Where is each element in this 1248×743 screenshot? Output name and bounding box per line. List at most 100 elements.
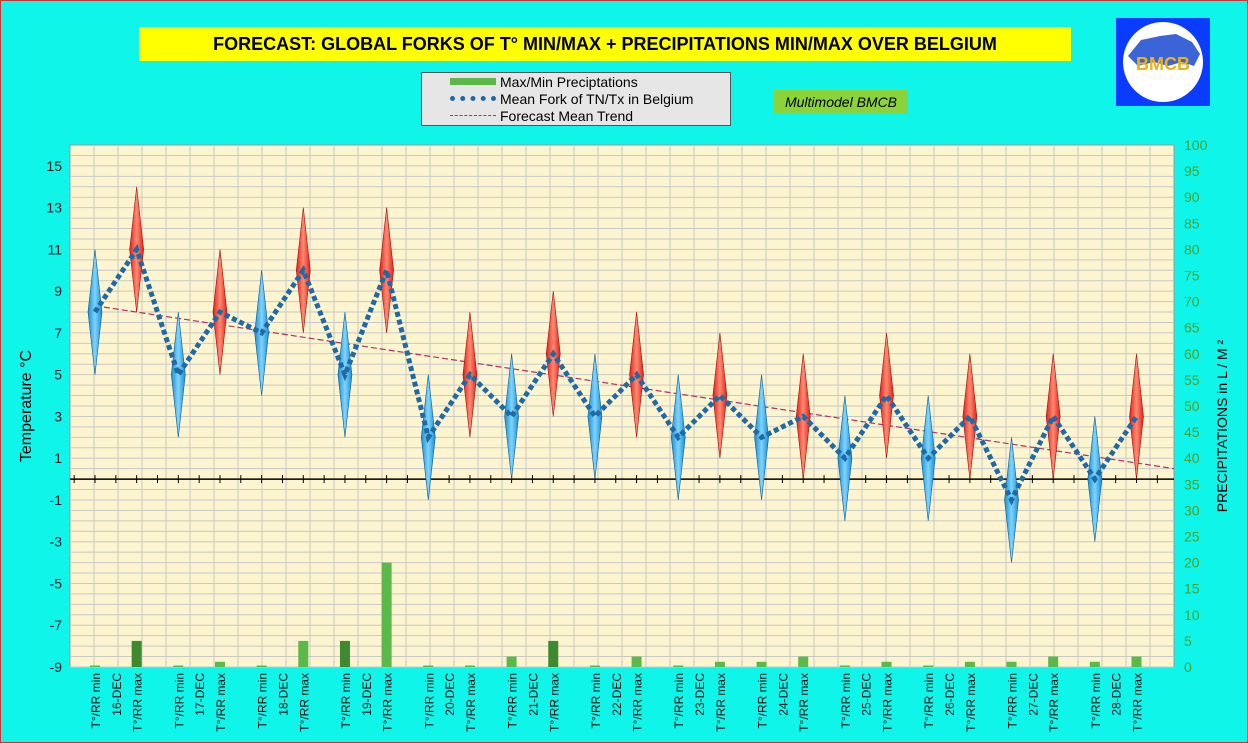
y2-tick-label: 45 (1184, 424, 1200, 440)
y-tick-label: 7 (54, 325, 62, 341)
x-category-label: T°/RR max (964, 673, 978, 732)
y-tick-label: -5 (50, 575, 63, 591)
x-category-label: T°/RR max (881, 673, 895, 732)
x-category-label: T°/RR min (1089, 673, 1103, 728)
precip-bar (1131, 656, 1142, 667)
precip-bar (464, 665, 475, 667)
y2-tick-label: 100 (1184, 137, 1208, 153)
x-category-label: T°/RR max (797, 673, 811, 732)
x-category-label: T°/RR max (381, 673, 395, 732)
legend-label-precip: Max/Min Preciptations (500, 73, 638, 90)
precip-bar (1006, 661, 1017, 667)
x-category-label: T°/RR max (714, 673, 728, 732)
precip-bar (798, 656, 809, 667)
precip-bar (714, 661, 725, 667)
y2-tick-label: 90 (1184, 189, 1200, 205)
precip-bar (673, 665, 684, 667)
y-tick-label: 5 (54, 367, 62, 383)
y-tick-label: 13 (46, 200, 62, 216)
x-category-label: T°/RR min (672, 673, 686, 728)
y2-tick-label: 75 (1184, 268, 1200, 284)
legend-item-trend: Forecast Mean Trend (422, 107, 633, 124)
bmcb-logo: BMCB (1116, 18, 1210, 106)
y2-tick-label: 70 (1184, 294, 1200, 310)
precip-bar (1089, 661, 1100, 667)
y2-tick-label: 35 (1184, 476, 1200, 492)
bmcb-logo-graphic: BMCB (1123, 22, 1203, 102)
precip-bar (964, 661, 975, 667)
y2-tick-label: 50 (1184, 398, 1200, 414)
precip-bar (1048, 656, 1059, 667)
x-category-label: T°/RR max (1131, 673, 1145, 732)
x-category-label: T°/RR max (464, 673, 478, 732)
min-temp-spike (87, 249, 103, 375)
y2-tick-label: 60 (1184, 346, 1200, 362)
x-date-label: 21-DEC (526, 673, 540, 716)
y-tick-label: 1 (54, 450, 62, 466)
max-temp-spike (379, 207, 394, 333)
y-tick-label: -3 (50, 534, 63, 550)
max-temp-spike (712, 332, 728, 459)
x-date-label: 18-DEC (276, 673, 290, 716)
max-temp-spike (962, 353, 978, 480)
y-tick-label: -7 (50, 617, 63, 633)
y2-tick-label: 55 (1184, 372, 1200, 388)
precip-bar (298, 640, 309, 667)
y2-tick-label: 30 (1184, 502, 1200, 518)
precip-bar (339, 640, 350, 667)
x-date-label: 17-DEC (193, 673, 207, 716)
y-axis-label: Temperature °C (18, 350, 35, 462)
min-temp-spike (504, 353, 519, 480)
precip-bar (131, 640, 142, 667)
legend-item-precip: Max/Min Preciptations (422, 73, 638, 90)
x-category-label: T°/RR min (1006, 673, 1020, 728)
legend-swatch-precip (450, 78, 496, 85)
y-tick-label: 3 (54, 408, 62, 424)
precip-bar (423, 665, 434, 667)
precip-bar (756, 661, 767, 667)
x-date-label: 19-DEC (360, 673, 374, 716)
precip-bar (506, 656, 517, 667)
y2-axis-label: PRECIPITATIONS in L / M ² (1214, 339, 1230, 512)
y2-tick-label: 15 (1184, 581, 1200, 597)
x-category-label: T°/RR min (172, 673, 186, 728)
legend-swatch-trend (450, 115, 496, 116)
y2-tick-label: 40 (1184, 450, 1200, 466)
y2-tick-label: 95 (1184, 163, 1200, 179)
y2-tick-label: 65 (1184, 320, 1200, 336)
y2-tick-label: 0 (1184, 659, 1192, 675)
precip-bar (589, 665, 600, 667)
x-category-label: T°/RR max (297, 673, 311, 732)
precip-bar (173, 665, 184, 667)
y2-tick-label: 80 (1184, 241, 1200, 257)
x-category-label: T°/RR max (631, 673, 645, 732)
y-tick-label: 9 (54, 283, 62, 299)
x-category-label: T°/RR min (256, 673, 270, 728)
x-date-label: 24-DEC (776, 673, 790, 716)
precip-bar (256, 665, 267, 667)
legend-label-mean: Mean Fork of TN/Tx in Belgium (500, 90, 694, 107)
precip-bar (381, 562, 392, 667)
y2-tick-label: 10 (1184, 607, 1200, 623)
precip-bar (881, 661, 892, 667)
y2-tick-label: 5 (1184, 633, 1192, 649)
multimodel-badge: Multimodel BMCB (774, 90, 908, 114)
x-date-label: 26-DEC (943, 673, 957, 716)
x-date-label: 23-DEC (693, 673, 707, 716)
x-date-label: 16-DEC (110, 673, 124, 716)
legend-item-mean: Mean Fork of TN/Tx in Belgium (422, 90, 693, 107)
x-category-label: T°/RR min (589, 673, 603, 728)
y2-tick-label: 25 (1184, 529, 1200, 545)
x-date-label: 25-DEC (860, 673, 874, 716)
precip-bar (923, 665, 934, 667)
max-temp-spike (879, 332, 894, 459)
x-category-label: T°/RR max (214, 673, 228, 732)
x-category-label: T°/RR max (131, 673, 145, 732)
y-tick-label: 11 (47, 241, 62, 257)
x-category-label: T°/RR min (506, 673, 520, 728)
precip-bar (214, 661, 225, 667)
max-temp-spike (1129, 353, 1144, 480)
x-category-label: T°/RR min (422, 673, 436, 728)
x-date-label: 28-DEC (1110, 673, 1124, 716)
